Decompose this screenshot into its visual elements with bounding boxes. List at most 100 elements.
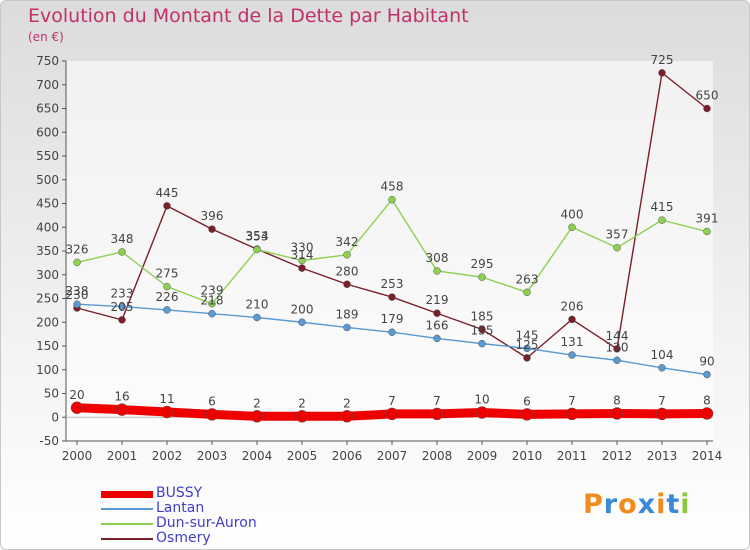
data-point-lantan (343, 323, 351, 332)
data-point-dun-sur-auron (478, 273, 486, 281)
data-label-osmery: 125 (516, 338, 539, 352)
data-point-lantan (163, 306, 171, 314)
data-point-osmery (568, 315, 576, 324)
data-point-dun-sur-auron (523, 288, 531, 297)
brand-letter: i (680, 489, 691, 520)
data-label-dun-sur-auron: 458 (381, 180, 404, 194)
data-point-dun-sur-auron (433, 267, 441, 275)
y-tick-label: 550 (36, 149, 59, 163)
data-label-dun-sur-auron: 348 (111, 232, 134, 246)
data-label-dun-sur-auron: 308 (426, 251, 449, 265)
data-label-lantan: 104 (651, 348, 674, 362)
data-label-bussy: 11 (159, 392, 174, 406)
brand-letter: t (666, 489, 681, 520)
data-point-lantan (253, 313, 261, 322)
data-point-lantan (118, 302, 126, 311)
data-label-dun-sur-auron: 295 (471, 257, 494, 271)
plot-area (66, 61, 713, 441)
data-point-osmery (388, 293, 396, 301)
data-point-osmery (118, 316, 126, 324)
brand-letter: P (583, 489, 604, 520)
data-label-dun-sur-auron: 263 (516, 272, 539, 286)
x-tick-label: 2000 (62, 449, 93, 463)
brand-logo: Proxiti (583, 489, 691, 520)
x-tick-label: 2013 (647, 449, 678, 463)
data-label-lantan: 218 (201, 294, 224, 308)
data-point-lantan (523, 344, 531, 353)
legend-label-bussy: BUSSY (156, 485, 203, 501)
data-label-lantan: 120 (606, 340, 629, 354)
data-label-bussy: 2 (343, 396, 351, 410)
x-tick-label: 2006 (332, 449, 363, 463)
x-tick-label: 2010 (512, 449, 543, 463)
legend-label-dun-sur-auron: Dun-sur-Auron (156, 515, 257, 531)
data-label-bussy: 8 (703, 393, 711, 407)
x-tick-label: 2007 (377, 449, 408, 463)
data-label-osmery: 144 (606, 329, 629, 343)
data-point-bussy (700, 407, 714, 420)
data-label-dun-sur-auron: 342 (336, 235, 359, 249)
data-label-osmery: 354 (246, 229, 269, 243)
data-point-osmery (658, 69, 666, 77)
x-tick-label: 2005 (287, 449, 318, 463)
data-point-bussy (565, 407, 579, 421)
data-point-dun-sur-auron (613, 243, 621, 252)
data-point-dun-sur-auron (343, 251, 351, 259)
brand-letter: i (656, 489, 667, 520)
data-label-bussy: 7 (388, 394, 396, 408)
data-label-lantan: 131 (561, 335, 584, 349)
data-label-dun-sur-auron: 239 (201, 284, 224, 298)
data-label-lantan: 238 (66, 284, 89, 298)
data-label-lantan: 155 (471, 324, 494, 338)
data-label-lantan: 90 (699, 355, 714, 369)
data-label-dun-sur-auron: 415 (651, 200, 674, 214)
data-point-lantan (73, 300, 81, 308)
data-point-bussy (295, 410, 309, 423)
data-point-lantan (703, 370, 711, 379)
x-tick-label: 2001 (107, 449, 138, 463)
data-label-dun-sur-auron: 357 (606, 228, 629, 242)
data-point-bussy (205, 408, 219, 421)
brand-letter: o (618, 489, 638, 520)
data-label-dun-sur-auron: 330 (291, 241, 314, 255)
x-tick-label: 2008 (422, 449, 453, 463)
y-tick-label: 700 (36, 78, 59, 92)
y-tick-label: 100 (36, 363, 59, 377)
data-label-bussy: 2 (253, 396, 261, 410)
data-label-osmery: 314 (291, 248, 314, 262)
y-tick-label: -50 (39, 434, 59, 448)
data-label-lantan: 210 (246, 298, 269, 312)
data-label-osmery: 445 (156, 186, 179, 200)
data-point-dun-sur-auron (73, 258, 81, 267)
data-label-osmery: 205 (111, 300, 134, 314)
data-label-dun-sur-auron: 391 (696, 212, 719, 226)
data-label-bussy: 20 (69, 388, 84, 402)
x-tick-label: 2009 (467, 449, 498, 463)
y-tick-label: 250 (36, 292, 59, 306)
y-tick-label: 200 (36, 315, 59, 329)
data-point-lantan (478, 339, 486, 348)
data-point-bussy (385, 407, 399, 421)
data-point-lantan (658, 364, 666, 372)
data-label-osmery: 280 (336, 264, 359, 278)
legend-label-osmery: Osmery (156, 530, 211, 546)
data-label-osmery: 219 (426, 293, 449, 307)
data-point-osmery (523, 354, 531, 362)
chart-title: Evolution du Montant de la Dette par Hab… (28, 5, 469, 27)
x-tick-label: 2012 (602, 449, 633, 463)
legend-swatch-osmery (101, 538, 153, 540)
x-tick-label: 2004 (242, 449, 273, 463)
data-label-bussy: 6 (523, 394, 531, 408)
y-tick-label: 650 (36, 102, 59, 116)
data-label-dun-sur-auron: 326 (66, 242, 89, 256)
data-point-bussy (250, 410, 264, 423)
data-label-bussy: 10 (474, 393, 489, 407)
data-label-osmery: 650 (696, 89, 719, 103)
data-point-osmery (478, 325, 486, 334)
data-label-lantan: 179 (381, 312, 404, 326)
data-point-osmery (298, 264, 306, 272)
data-label-lantan: 233 (111, 287, 134, 301)
data-point-bussy (430, 407, 444, 421)
data-label-lantan: 166 (426, 318, 449, 332)
brand-letter: x (637, 489, 657, 520)
